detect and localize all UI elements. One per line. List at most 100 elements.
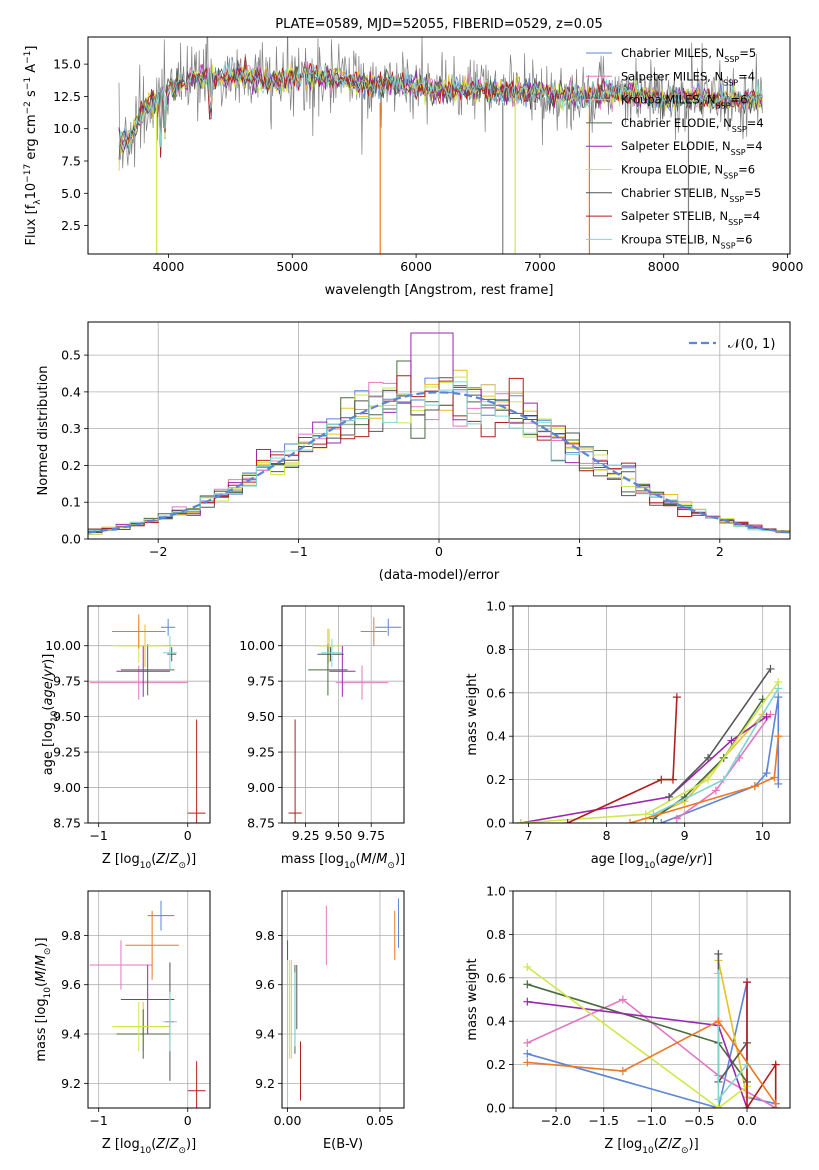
x-tick-label: 4000 <box>153 259 185 274</box>
x-tick-label: 9000 <box>772 259 804 274</box>
label-part: )] <box>702 852 712 867</box>
label-part: ⊙ <box>178 1146 186 1156</box>
label-part: / <box>34 966 49 971</box>
weight-marker <box>563 819 572 823</box>
label-part: Z <box>671 1137 682 1152</box>
weight-marker <box>774 732 783 741</box>
label-part: / <box>41 676 56 681</box>
x-tick-label: 7 <box>525 828 533 843</box>
legend-name: Chabrier MILES <box>621 46 708 60</box>
legend-n: , N <box>708 46 724 60</box>
label-part: age <box>41 681 56 705</box>
legend-sub: SSP <box>729 194 744 203</box>
y-tick-label: 0.1 <box>61 495 81 510</box>
histograms <box>88 332 790 539</box>
weight-marker <box>618 995 627 1004</box>
weight-line <box>629 736 780 823</box>
label-part: )] <box>186 1137 196 1152</box>
label-part: ( <box>41 706 56 711</box>
mass-weight-frame <box>512 605 791 824</box>
label-part: ( <box>356 852 361 867</box>
chart-title: PLATE=0589, MJD=52055, FIBERID=0529, z=0… <box>275 17 602 32</box>
weight-marker <box>657 819 666 823</box>
label-part: ⊙ <box>387 861 395 871</box>
label-part: mass [log <box>281 852 344 867</box>
label-part: ⊙ <box>178 861 186 871</box>
label-part: mass [log <box>34 998 49 1061</box>
legend-nval: =6 <box>738 163 755 177</box>
label-part: 10 <box>140 1146 152 1156</box>
axes-mass_vs_Z: −1 0 9.2 9.4 9.6 9.8 <box>61 891 210 1128</box>
label-part: 10 <box>24 183 39 200</box>
label-part: 10 <box>344 861 356 871</box>
y-tick-label: 0.4 <box>486 1014 506 1029</box>
legend-label: Chabrier ELODIE, NSSP=4 <box>621 116 764 133</box>
label-part: age <box>660 852 684 867</box>
weight-line <box>676 714 772 820</box>
y-tick-label: 9.50 <box>53 709 81 724</box>
x-axis-label: Z [log10(Z/Z⊙)] <box>604 1137 698 1156</box>
legend-sub: SSP <box>732 124 747 133</box>
x-axis-label: E(B-V) <box>323 1137 363 1152</box>
label-part: 10 <box>50 710 60 722</box>
legend-name: Chabrier ELODIE <box>621 116 716 130</box>
errorbars <box>89 614 206 823</box>
label-part: yr <box>41 662 56 678</box>
y-tick-label: 5.0 <box>61 186 81 201</box>
label-part: / <box>165 852 170 867</box>
legend-n: , N <box>716 116 732 130</box>
errorbar-frame <box>281 890 405 1109</box>
y-tick-label: 0.6 <box>486 685 506 700</box>
y-axis-label: age [log10(age/yr)] <box>41 654 60 776</box>
y-tick-label: 0.2 <box>486 772 506 787</box>
legend-nval: =4 <box>747 116 764 130</box>
weight-line <box>645 713 764 820</box>
legend-label: Salpeter ELODIE, NSSP=4 <box>621 139 763 157</box>
y-tick-label: 0.8 <box>486 927 506 942</box>
weight-marker <box>770 773 779 782</box>
x-tick-label: 0 <box>184 828 192 843</box>
legend-nval: =5 <box>744 186 761 200</box>
legend-name: Salpeter ELODIE <box>621 139 715 153</box>
label-part: −1 <box>23 51 33 64</box>
x-tick-label: 9.25 <box>292 828 320 843</box>
x-tick-label: 7000 <box>524 259 556 274</box>
label-part: λ <box>33 199 43 205</box>
y-axis-label: mass [log10(M/M⊙)] <box>34 937 53 1061</box>
weight-line <box>717 953 748 1085</box>
label-part: Z <box>169 1137 180 1152</box>
label-part: s <box>24 90 39 101</box>
y-tick-label: 9.8 <box>61 928 81 943</box>
mass-weight-lines <box>523 949 780 1108</box>
x-tick-label: −2.0 <box>541 1113 571 1128</box>
label-part: M <box>376 852 387 867</box>
weight-marker <box>523 1049 532 1058</box>
label-part: M <box>34 971 49 982</box>
label-part: / <box>372 852 377 867</box>
legend-nval: =4 <box>743 209 760 223</box>
weight-marker <box>523 997 532 1006</box>
x-tick-label: 5000 <box>276 259 308 274</box>
y-tick-label: 0.4 <box>61 384 81 399</box>
label-part: yr <box>688 852 704 867</box>
weight-marker <box>771 1060 780 1069</box>
x-tick-label: 0.0 <box>737 1113 757 1128</box>
label-part: ( <box>654 1137 659 1152</box>
legend-n: , N <box>700 93 716 107</box>
axes-spectrum: 4000 5000 6000 7000 8000 9000 2.5 5.0 7.5 10.0 12.… <box>53 57 803 274</box>
legend-nval: =4 <box>746 139 763 153</box>
y-tick-label: 9.75 <box>247 674 275 689</box>
y-axis-label: Normed distribution <box>36 366 51 496</box>
x-tick-label: −1 <box>89 828 107 843</box>
y-axis-label: Flux [fλ10−17 erg cm−2 s−1 A−1] <box>23 46 43 246</box>
errorbar-frame <box>87 890 211 1109</box>
weight-marker <box>672 693 681 702</box>
errorbar-frame <box>87 605 211 824</box>
label-part: ( <box>151 1137 156 1152</box>
label-part: Z [log <box>102 852 140 867</box>
axes-mass_vs_ebv: 0.00 0.05 9.2 9.4 9.6 9.8 <box>255 891 404 1128</box>
weight-marker <box>523 1038 532 1047</box>
x-axis-label: Z [log10(Z/Z⊙)] <box>102 852 196 871</box>
axes-mw_vs_age: 7 8 9 10 0.0 0.2 0.4 0.6 0.8 1.0 <box>486 599 790 843</box>
y-tick-label: 9.25 <box>53 745 81 760</box>
